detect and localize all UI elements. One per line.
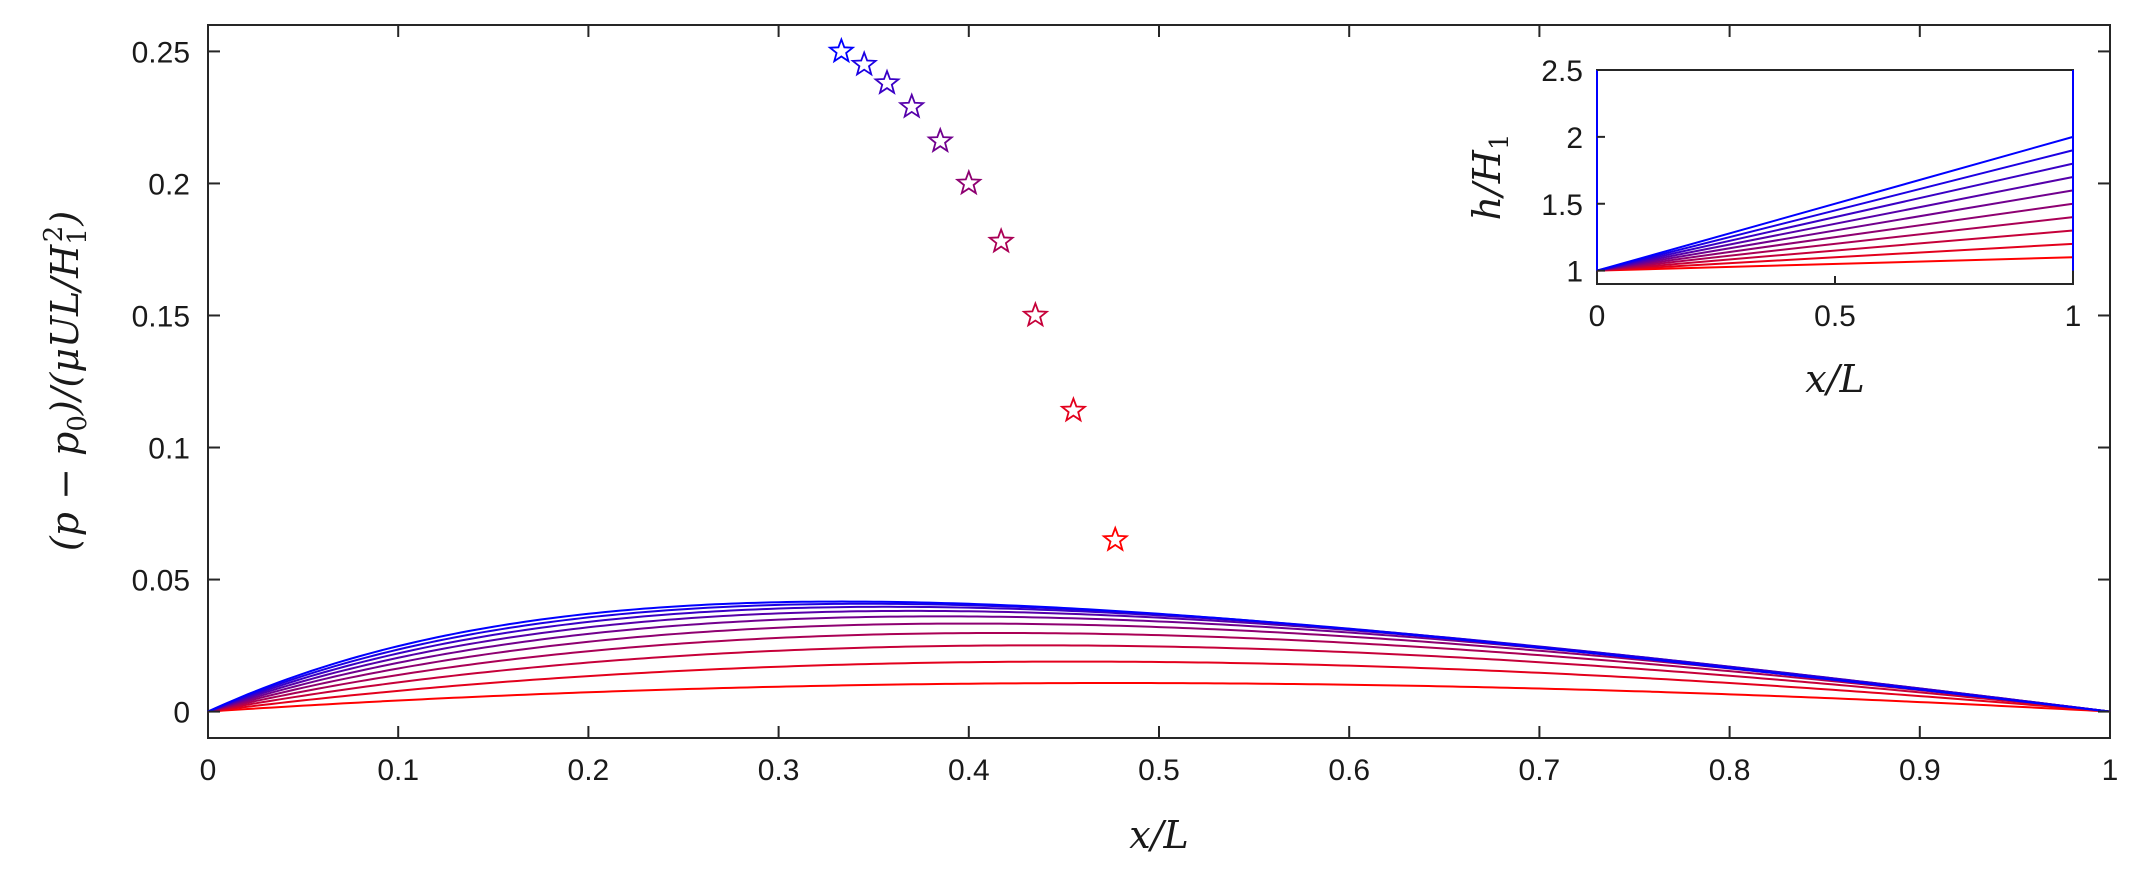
inset-gap-line	[1596, 242, 2074, 272]
x-tick-label: 0.3	[758, 754, 800, 787]
inset-gap-line	[1596, 189, 2074, 272]
max-star-marker	[1059, 395, 1088, 423]
inset-x-tick-label: 0	[1589, 300, 1606, 333]
inset-gap-line	[1596, 176, 2074, 272]
pressure-curve	[207, 644, 2111, 713]
x-tick-label: 0.4	[948, 754, 990, 787]
inset-gap-line	[1596, 149, 2074, 272]
pressure-curve	[207, 682, 2111, 713]
inset-y-tick-label: 2	[1566, 122, 1583, 155]
svg-text:h/H1: h/H1	[1465, 134, 1515, 221]
inset-x-ticks: 0 0.5 1	[1589, 276, 2082, 333]
main-y-axis-label: (p − p0)/(μUL/H12)	[39, 211, 93, 551]
x-tick-label: 0.6	[1328, 754, 1370, 787]
main-y-label-suffix: )	[43, 211, 87, 227]
pressure-curve	[207, 660, 2111, 713]
inset-gap-line	[1596, 256, 2074, 272]
pressure-curve	[207, 600, 2111, 713]
main-y-label-prefix: (p − p	[43, 432, 87, 551]
x-tick-label: 0.1	[377, 754, 419, 787]
max-star-marker	[1101, 525, 1130, 552]
inset-plot: 0 0.5 1 11.522.5 x/L h/H1	[1465, 45, 2082, 401]
inset-y-ticks: 1 1.5 2 2.5	[1541, 55, 1605, 289]
inset-y-label-sub: 1	[1485, 134, 1515, 151]
x-tick-label: 0	[200, 754, 217, 787]
main-y-label-sub2: 1	[63, 228, 93, 245]
x-tick-label: 0.2	[568, 754, 610, 787]
main-stars	[827, 36, 1130, 552]
inset-y-axis-label: h/H1	[1465, 134, 1515, 221]
y-tick-label: 0.05	[132, 565, 190, 598]
x-tick-label: 1	[2102, 754, 2119, 787]
max-star-marker	[926, 126, 955, 153]
main-y-label-mid: )/(μUL/H	[43, 244, 87, 416]
pressure-curve	[207, 632, 2111, 713]
x-tick-label: 0.9	[1899, 754, 1941, 787]
y-tick-label: 0.2	[148, 168, 190, 201]
inset-y-tick-label: 2.5	[1541, 55, 1583, 88]
inset-gap-line	[1596, 162, 2074, 272]
main-x-axis-label: x/L	[1129, 813, 1188, 857]
inset-x-tick-label: 1	[2065, 300, 2082, 333]
x-tick-label: 0.5	[1138, 754, 1180, 787]
inset-gap-line	[1596, 135, 2074, 272]
inset-x-tick-label: 0.5	[1814, 300, 1856, 333]
max-star-marker	[897, 92, 926, 119]
max-star-marker	[850, 50, 879, 77]
main-curves	[207, 600, 2111, 713]
max-star-marker	[954, 168, 983, 196]
main-plot: 0 0.1 0.2 0.3 0.4 0.5 0.6 0.7 0.8 0.9 1 0 0.05 0.1 0.…	[39, 24, 2119, 857]
max-star-marker	[827, 36, 856, 64]
max-star-marker	[987, 226, 1015, 254]
main-y-label-sub1: 0	[63, 415, 93, 432]
y-tick-label: 0.15	[132, 300, 190, 333]
main-y-ticks: 0 0.05 0.1 0.15 0.2 0.25	[132, 36, 2110, 730]
inset-y-label-prefix: h/H	[1465, 149, 1509, 220]
svg-text:(p − p0)/(μUL/H12): (p − p0)/(μUL/H12)	[39, 211, 93, 551]
inset-background	[1562, 45, 2082, 390]
inset-gap-line	[1596, 202, 2074, 272]
max-star-marker	[873, 68, 901, 95]
y-tick-label: 0.25	[132, 36, 190, 69]
x-tick-label: 0.7	[1519, 754, 1561, 787]
inset-y-tick-label: 1.5	[1541, 189, 1583, 222]
y-tick-label: 0.1	[148, 433, 190, 466]
max-star-marker	[1021, 300, 1050, 328]
inset-gap-line	[1596, 229, 2074, 272]
inset-curves	[1596, 70, 2074, 272]
inset-gap-line	[1596, 216, 2074, 272]
main-x-ticks: 0 0.1 0.2 0.3 0.4 0.5 0.6 0.7 0.8 0.9 1	[200, 25, 2119, 787]
inset-x-axis-label: x/L	[1805, 357, 1864, 401]
main-y-label-sup2: 2	[39, 226, 69, 243]
inset-y-tick-label: 1	[1566, 256, 1583, 289]
y-tick-label: 0	[173, 697, 190, 730]
x-tick-label: 0.8	[1709, 754, 1751, 787]
